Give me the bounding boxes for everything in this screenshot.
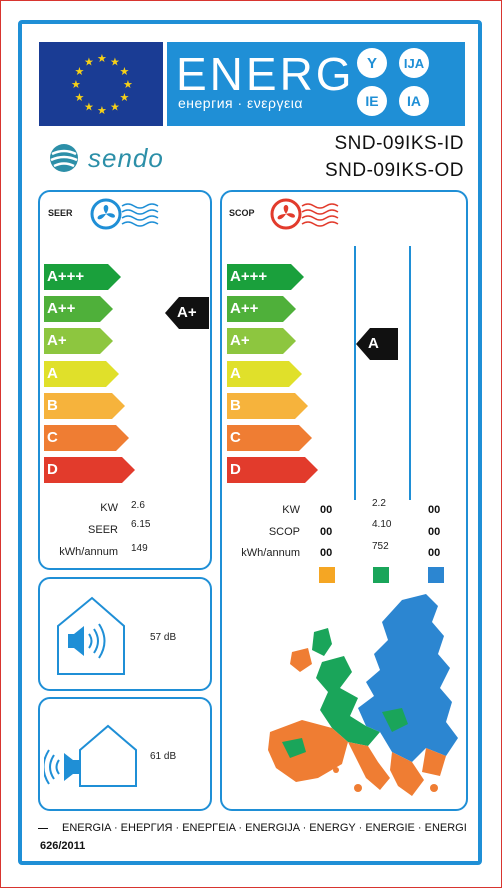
scop-label: SCOP (229, 208, 255, 218)
seer-kw-value: 2.6 (131, 500, 145, 511)
outdoor-speaker-icon (42, 720, 140, 797)
scop-kw-label: KW (282, 504, 300, 516)
suffix-ia: IA (399, 86, 429, 116)
seer-class-5: C (44, 425, 130, 456)
indoor-speaker-icon (52, 594, 128, 683)
model-outdoor: SND-09IKS-OD (324, 160, 464, 181)
seer-label: SEER (48, 208, 73, 218)
footer-languages: ENERGIA · ЕНЕРГИЯ · ЕΝΕΡΓΕΙΑ · ENERGIJA … (38, 822, 467, 834)
eu-star: ★ (97, 53, 107, 65)
seer-value-label: SEER (88, 524, 118, 536)
scop-rating-text: A (368, 335, 379, 352)
scop-kw-col3: 00 (428, 504, 441, 516)
scop-class-3: A (227, 361, 303, 392)
zone-average-swatch (373, 567, 389, 583)
regulation-number: 626/2011 (40, 840, 86, 852)
seer-class-label: A (47, 365, 58, 382)
energ-subtitle: енергия · ενεργεια (178, 95, 303, 111)
scop-class-2: A+ (227, 328, 297, 359)
scop-kwh-label: kWh/annum (241, 547, 300, 559)
seer-class-6: D (44, 457, 136, 488)
eu-star: ★ (74, 92, 84, 104)
eu-stars-icon: ★ ★★★★★★★★★★★ (71, 53, 133, 117)
scop-class-6: D (227, 457, 319, 488)
indoor-noise-value: 57 dB (150, 632, 177, 643)
eu-star: ★ (120, 92, 130, 104)
brand-logo: sendo (46, 140, 196, 181)
eu-star: ★ (74, 66, 84, 78)
scop-kwh-col1: 00 (320, 547, 333, 559)
seer-value: 6.15 (131, 519, 151, 530)
seer-kwh-value: 149 (131, 543, 148, 554)
seer-class-1: A++ (44, 296, 114, 327)
label-frame (18, 20, 482, 865)
scop-value-label: SCOP (268, 526, 300, 538)
zone-warm-swatch (319, 567, 335, 583)
brand-logo-icon: sendo (50, 143, 164, 173)
seer-rating-text: A+ (177, 304, 197, 321)
europe-climate-map (262, 592, 462, 807)
seer-panel (38, 190, 212, 570)
scop-scop-col2: 4.10 (372, 519, 392, 530)
footer-languages-text: ENERGIA · ЕНЕРГИЯ · ЕΝΕΡΓΕΙΑ · ENERGIJA … (62, 822, 467, 834)
scop-kwh-col3: 00 (428, 547, 441, 559)
seer-kwh-label: kWh/annum (59, 546, 118, 558)
scop-class-label: A+++ (230, 268, 268, 285)
eu-star: ★ (110, 102, 120, 114)
outdoor-noise-value: 61 dB (150, 751, 177, 762)
scop-class-5: C (227, 425, 313, 456)
seer-class-label: C (47, 429, 58, 446)
zone-cold-swatch (428, 567, 444, 583)
scop-scop-col1: 00 (320, 526, 333, 538)
suffix-ija: IJA (399, 48, 429, 78)
scop-class-1: A++ (227, 296, 297, 327)
scop-class-0: A+++ (227, 264, 305, 295)
scop-panel (220, 190, 468, 811)
eu-star: ★ (120, 66, 130, 78)
eu-flag: ★ ★ ★ ★ ★ ★ ★ ★ ★ ★ ★ ★ (39, 42, 163, 126)
scop-class-label: A+ (230, 332, 250, 349)
model-indoor: SND-09IKS-ID (334, 133, 464, 154)
energ-title: ENERG (176, 48, 355, 100)
scop-class-label: D (230, 461, 241, 478)
suffix-ie: IE (357, 86, 387, 116)
scop-kw-col2: 2.2 (372, 498, 386, 509)
brand-name: sendo (88, 143, 164, 173)
indoor-noise-panel (38, 577, 212, 691)
europe-map-icon (268, 594, 458, 796)
scop-class-label: A++ (230, 300, 259, 317)
suffix-y: Y (357, 48, 387, 78)
seer-class-0: A+++ (44, 264, 122, 295)
eu-star: ★ (110, 56, 120, 68)
scop-rating-arrow: A (356, 328, 398, 365)
cooling-fan-icon (88, 196, 168, 237)
heating-fan-icon (268, 196, 348, 237)
scop-class-label: C (230, 429, 241, 446)
eu-star: ★ (84, 102, 94, 114)
seer-class-label: A++ (47, 300, 76, 317)
eu-star: ★ (84, 56, 94, 68)
scop-class-label: B (230, 397, 241, 414)
outdoor-noise-panel (38, 697, 212, 811)
scop-class-label: A (230, 365, 241, 382)
scop-class-4: B (227, 393, 309, 424)
seer-class-3: A (44, 361, 120, 392)
footer-dash (38, 827, 48, 829)
seer-class-label: B (47, 397, 58, 414)
eu-star: ★ (123, 79, 133, 91)
seer-class-label: A+++ (47, 268, 85, 285)
scop-divider-2 (409, 246, 411, 500)
scop-kwh-col2: 752 (372, 541, 389, 552)
seer-kw-label: KW (100, 502, 118, 514)
seer-class-label: D (47, 461, 58, 478)
scop-scop-col3: 00 (428, 526, 441, 538)
seer-rating-arrow: A+ (165, 297, 209, 334)
seer-class-4: B (44, 393, 126, 424)
scop-kw-col1: 00 (320, 504, 333, 516)
seer-class-2: A+ (44, 328, 114, 359)
seer-class-label: A+ (47, 332, 67, 349)
eu-star: ★ (97, 105, 107, 117)
scop-divider-1 (354, 246, 356, 500)
eu-star: ★ (71, 79, 81, 91)
